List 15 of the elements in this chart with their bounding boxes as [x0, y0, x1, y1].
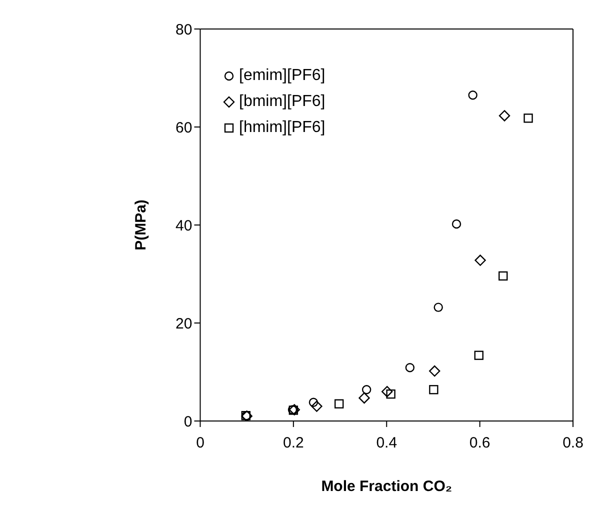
- x-tick-label: 0.2: [282, 434, 304, 452]
- x-tick-label: 0.8: [562, 434, 584, 452]
- x-axis-title: Mole Fraction CO₂: [321, 478, 452, 495]
- y-tick-label: 60: [176, 119, 192, 136]
- legend-label: [bmim][PF6]: [239, 92, 326, 112]
- y-tick-label: 40: [176, 217, 192, 234]
- y-tick-label: 80: [176, 21, 192, 38]
- x-tick-label: 0.6: [469, 434, 490, 452]
- y-tick-label: 0: [184, 413, 192, 430]
- legend-label: [hmim][PF6]: [239, 118, 326, 138]
- y-axis-title: P(MPa): [132, 200, 150, 250]
- legend-label: [emim][PF6]: [239, 66, 326, 86]
- x-tick-label: 0.4: [376, 434, 398, 452]
- x-tick-label: 0: [196, 434, 204, 452]
- y-tick-label: 20: [176, 315, 192, 332]
